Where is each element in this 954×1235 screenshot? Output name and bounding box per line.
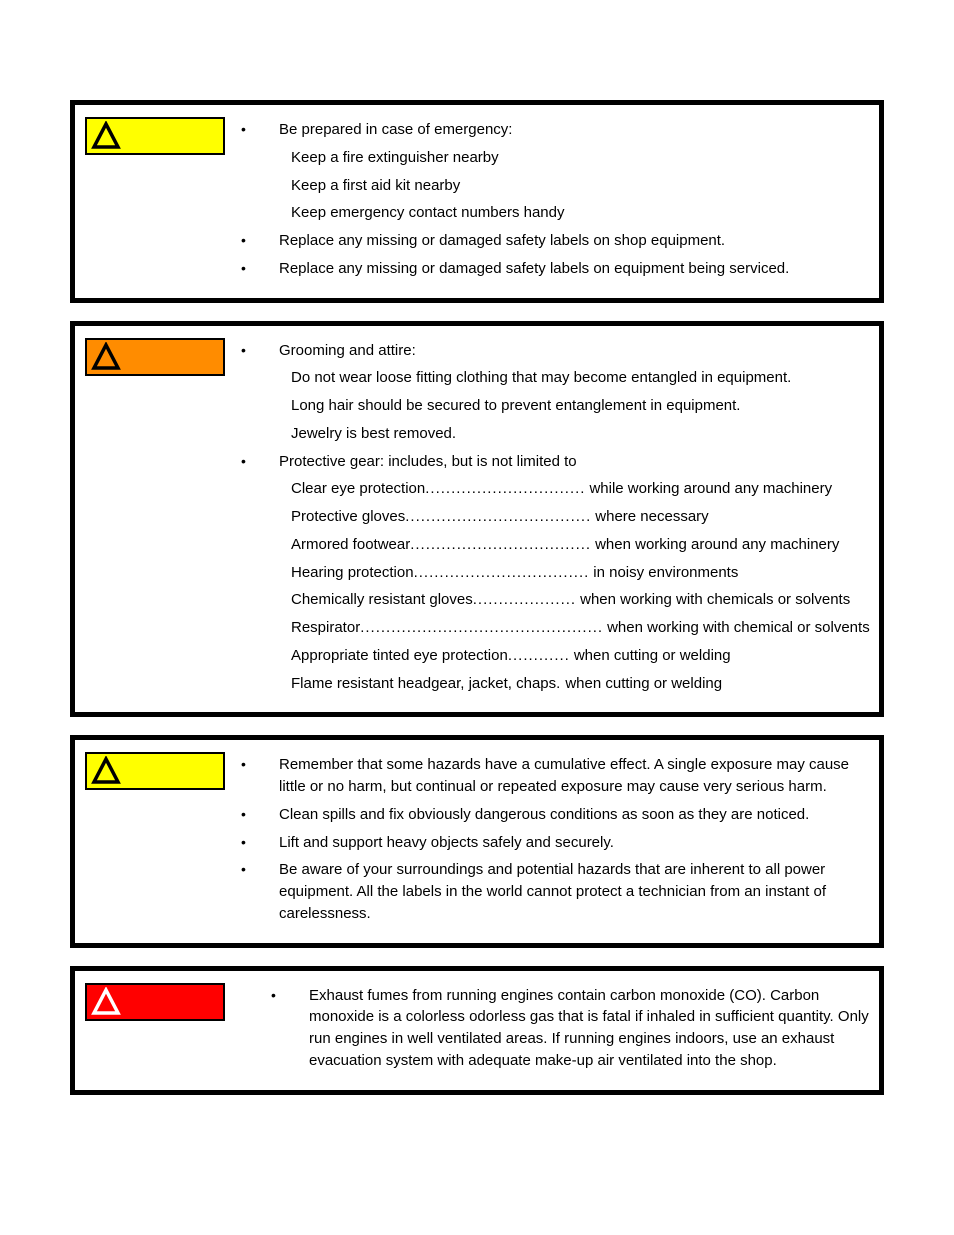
gear-label: Respirator (291, 617, 360, 639)
bullet-text: Lift and support heavy objects safely an… (279, 834, 614, 851)
bullet-text: Be aware of your surroundings and potent… (279, 861, 826, 922)
bullet-text: Be prepared in case of emergency: (279, 121, 512, 138)
gear-row: Respirator .............................… (291, 617, 870, 639)
bullet-item: Be prepared in case of emergency: Keep a … (235, 119, 869, 224)
bullet-item: Replace any missing or damaged safety la… (235, 230, 869, 252)
safety-block: Remember that some hazards have a cumula… (70, 735, 884, 947)
bullet-text: Replace any missing or damaged safety la… (279, 260, 789, 277)
gear-dots: .................................... (405, 506, 591, 528)
gear-label: Armored footwear (291, 534, 410, 556)
bullet-list: Exhaust fumes from running engines conta… (235, 985, 869, 1072)
bullet-text: Grooming and attire: (279, 342, 416, 359)
hazard-badge (85, 752, 225, 790)
sub-list: Do not wear loose fitting clothing that … (291, 367, 870, 444)
sub-item: Jewelry is best removed. (291, 423, 870, 445)
gear-row: Chemically resistant gloves ............… (291, 589, 870, 611)
bullet-list: Be prepared in case of emergency: Keep a … (235, 119, 869, 280)
bullet-item: Lift and support heavy objects safely an… (235, 832, 869, 854)
gear-condition: where necessary (591, 506, 708, 528)
sub-item: Do not wear loose fitting clothing that … (291, 367, 870, 389)
gear-condition: when cutting or welding (561, 673, 722, 695)
badge-column (85, 979, 235, 1021)
content-column: Be prepared in case of emergency: Keep a … (235, 113, 869, 286)
gear-condition: when working around any machinery (591, 534, 839, 556)
safety-block: Grooming and attire: Do not wear loose fi… (70, 321, 884, 718)
gear-dots: ............................... (425, 478, 585, 500)
content-column: Remember that some hazards have a cumula… (235, 748, 869, 930)
sub-item: Keep a first aid kit nearby (291, 175, 869, 197)
gear-row: Armored footwear .......................… (291, 534, 870, 556)
bullet-text: Replace any missing or damaged safety la… (279, 232, 725, 249)
bullet-item: Grooming and attire: Do not wear loose fi… (235, 340, 870, 445)
gear-label: Protective gloves (291, 506, 405, 528)
badge-column (85, 334, 235, 376)
safety-block: Be prepared in case of emergency: Keep a … (70, 100, 884, 303)
gear-dots: .................................. (414, 562, 590, 584)
bullet-item: Exhaust fumes from running engines conta… (265, 985, 869, 1072)
gear-row: Appropriate tinted eye protection ......… (291, 645, 870, 667)
bullet-list: Grooming and attire: Do not wear loose fi… (235, 340, 870, 695)
sub-item: Long hair should be secured to prevent e… (291, 395, 870, 417)
bullet-text: Remember that some hazards have a cumula… (279, 756, 849, 795)
bullet-item: Be aware of your surroundings and potent… (235, 859, 869, 924)
hazard-badge (85, 983, 225, 1021)
bullet-item: Clean spills and fix obviously dangerous… (235, 804, 869, 826)
hazard-badge (85, 117, 225, 155)
gear-condition: when cutting or welding (570, 645, 731, 667)
bullet-list: Remember that some hazards have a cumula… (235, 754, 869, 924)
badge-column (85, 748, 235, 790)
gear-condition: while working around any machinery (585, 478, 832, 500)
bullet-item: Remember that some hazards have a cumula… (235, 754, 869, 798)
bullet-text: Exhaust fumes from running engines conta… (309, 987, 869, 1069)
gear-dots: ............ (508, 645, 570, 667)
gear-dots: ................................... (410, 534, 591, 556)
gear-row: Clear eye protection ...................… (291, 478, 870, 500)
gear-label: Chemically resistant gloves (291, 589, 473, 611)
gear-label: Clear eye protection (291, 478, 425, 500)
gear-row: Flame resistant headgear, jacket, chaps … (291, 673, 870, 695)
gear-label: Hearing protection (291, 562, 414, 584)
gear-condition: when working with chemical or solvents (603, 617, 870, 639)
bullet-text: Clean spills and fix obviously dangerous… (279, 806, 809, 823)
gear-list: Clear eye protection ...................… (291, 478, 870, 694)
hazard-badge (85, 338, 225, 376)
gear-condition: when working with chemicals or solvents (576, 589, 850, 611)
sub-item: Keep emergency contact numbers handy (291, 202, 869, 224)
content-column: Exhaust fumes from running engines conta… (235, 979, 869, 1078)
bullet-text: Protective gear: includes, but is not li… (279, 453, 577, 470)
gear-label: Flame resistant headgear, jacket, chaps (291, 673, 556, 695)
sub-list: Keep a fire extinguisher nearby Keep a fi… (291, 147, 869, 224)
gear-row: Hearing protection .....................… (291, 562, 870, 584)
gear-label: Appropriate tinted eye protection (291, 645, 508, 667)
gear-dots: ........................................… (360, 617, 603, 639)
badge-column (85, 113, 235, 155)
safety-block: Exhaust fumes from running engines conta… (70, 966, 884, 1095)
bullet-item: Replace any missing or damaged safety la… (235, 258, 869, 280)
gear-condition: in noisy environments (589, 562, 738, 584)
sub-item: Keep a fire extinguisher nearby (291, 147, 869, 169)
gear-row: Protective gloves ......................… (291, 506, 870, 528)
content-column: Grooming and attire: Do not wear loose fi… (235, 334, 870, 701)
gear-dots: .................... (473, 589, 576, 611)
bullet-item: Protective gear: includes, but is not li… (235, 451, 870, 695)
